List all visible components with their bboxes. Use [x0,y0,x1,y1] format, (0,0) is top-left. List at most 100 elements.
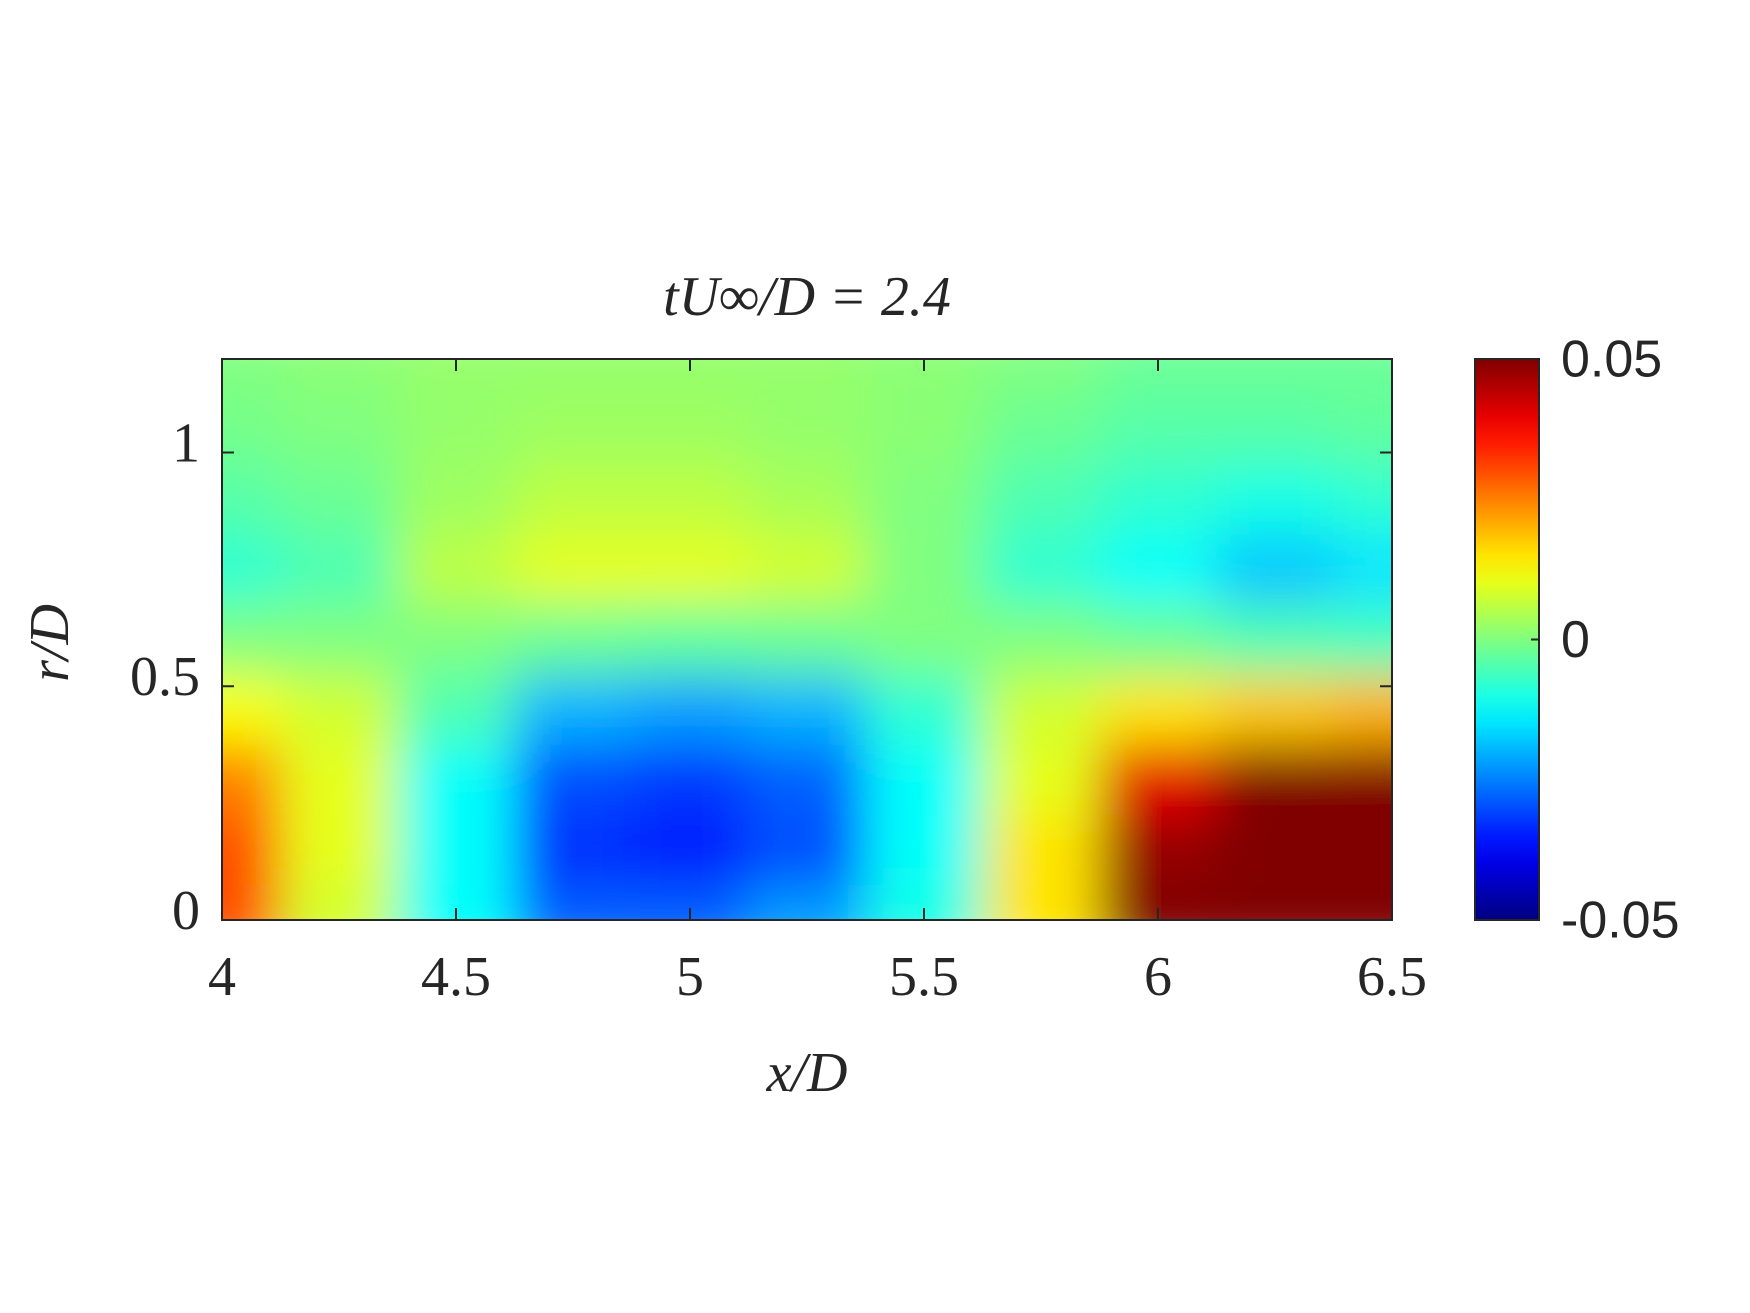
contour-cell [1099,604,1217,676]
x-tick-label: 6.5 [1357,946,1427,1008]
contour-cell [865,604,983,676]
contour-cell [1099,534,1217,605]
contour-cell [982,464,1100,535]
contour-cell [748,744,866,816]
x-axis-label: x/D [766,1042,848,1104]
contour-cell [1216,744,1334,816]
colorbar-tick-label: -0.05 [1561,892,1680,950]
contour-cell [222,534,281,605]
contour-cell [280,884,398,920]
contour-cell [748,394,866,465]
contour-cell [1333,534,1392,605]
x-tick-label: 4 [208,946,236,1008]
contour-cell [748,884,866,920]
contour-cell [280,814,398,886]
contour-cell [222,744,281,816]
contour-cell [631,394,749,465]
plot-frame [221,358,1393,921]
contour-cell [748,534,866,605]
contour-cell [631,674,749,746]
contour-cell [865,534,983,605]
contour-cell [514,744,632,816]
contour-cell [982,814,1100,886]
contour-cell [865,394,983,465]
contour-cell [514,884,632,920]
contour-cell [1099,674,1217,746]
x-tick-label: 4.5 [421,946,491,1008]
contour-cell [397,534,515,605]
x-tick-label: 6 [1144,946,1172,1008]
contour-cell [1216,394,1334,465]
contour-cell [222,464,281,535]
contour-cell [514,534,632,605]
y-tick-label: 0 [172,880,200,942]
contour-cell [1333,604,1392,676]
contour-cell [222,604,281,676]
contour-cell [748,814,866,886]
contour-cell [514,394,632,465]
contour-cell [982,744,1100,816]
contour-cell [982,604,1100,676]
contour-cell [1216,604,1334,676]
contour-cell [280,744,398,816]
contour-cell [1216,534,1334,605]
contour-cell [280,359,398,395]
contour-cell [1333,744,1392,816]
contour-cell [865,674,983,746]
contour-cell [222,884,281,920]
contour-cell [631,814,749,886]
contour-cell [397,394,515,465]
contour-cell [280,394,398,465]
contour-cell [222,359,281,395]
contour-cell [1099,464,1217,535]
contour-cell [631,604,749,676]
contour-cell [514,359,632,395]
x-tick-label: 5.5 [889,946,959,1008]
contour-cell [280,674,398,746]
contour-cell [631,464,749,535]
colorbar [1474,358,1540,921]
contour-cell [1099,814,1217,886]
contour-cell [514,814,632,886]
contour-cell [1216,814,1334,886]
contour-cell [1333,814,1392,886]
contour-cell [982,359,1100,395]
contour-cell [748,359,866,395]
contour-cell [631,534,749,605]
y-axis-label: r/D [19,604,81,682]
contour-cell [514,674,632,746]
contour-cell [1099,394,1217,465]
contour-cell [397,744,515,816]
contour-cell [1333,464,1392,535]
contour-cell [982,674,1100,746]
contour-cell [1216,464,1334,535]
contour-cell [222,814,281,886]
contour-cell [397,604,515,676]
chart-title: tU∞/D = 2.4 [663,266,951,328]
contour-cell [1099,744,1217,816]
contour-cell [1216,884,1334,920]
contour-cell [1216,359,1334,395]
colorbar-tick-label: 0.05 [1561,331,1662,389]
contour-cell [865,814,983,886]
contour-cell [514,464,632,535]
contour-cell [1333,359,1392,395]
contour-cell [631,744,749,816]
contour-cell [1333,884,1392,920]
contour-cell [397,814,515,886]
contour-cell [748,464,866,535]
contour-cell [397,674,515,746]
contour-cell [865,464,983,535]
contour-cell [1216,674,1334,746]
contour-cell [982,394,1100,465]
contour-cell [748,674,866,746]
contour-cell [865,744,983,816]
contour-cell [982,534,1100,605]
contour-cell [280,534,398,605]
x-tick-label: 5 [676,946,704,1008]
contour-cell [280,604,398,676]
contour-cell [397,464,515,535]
colorbar-tick-label: 0 [1561,611,1590,669]
contour-cell [280,464,398,535]
